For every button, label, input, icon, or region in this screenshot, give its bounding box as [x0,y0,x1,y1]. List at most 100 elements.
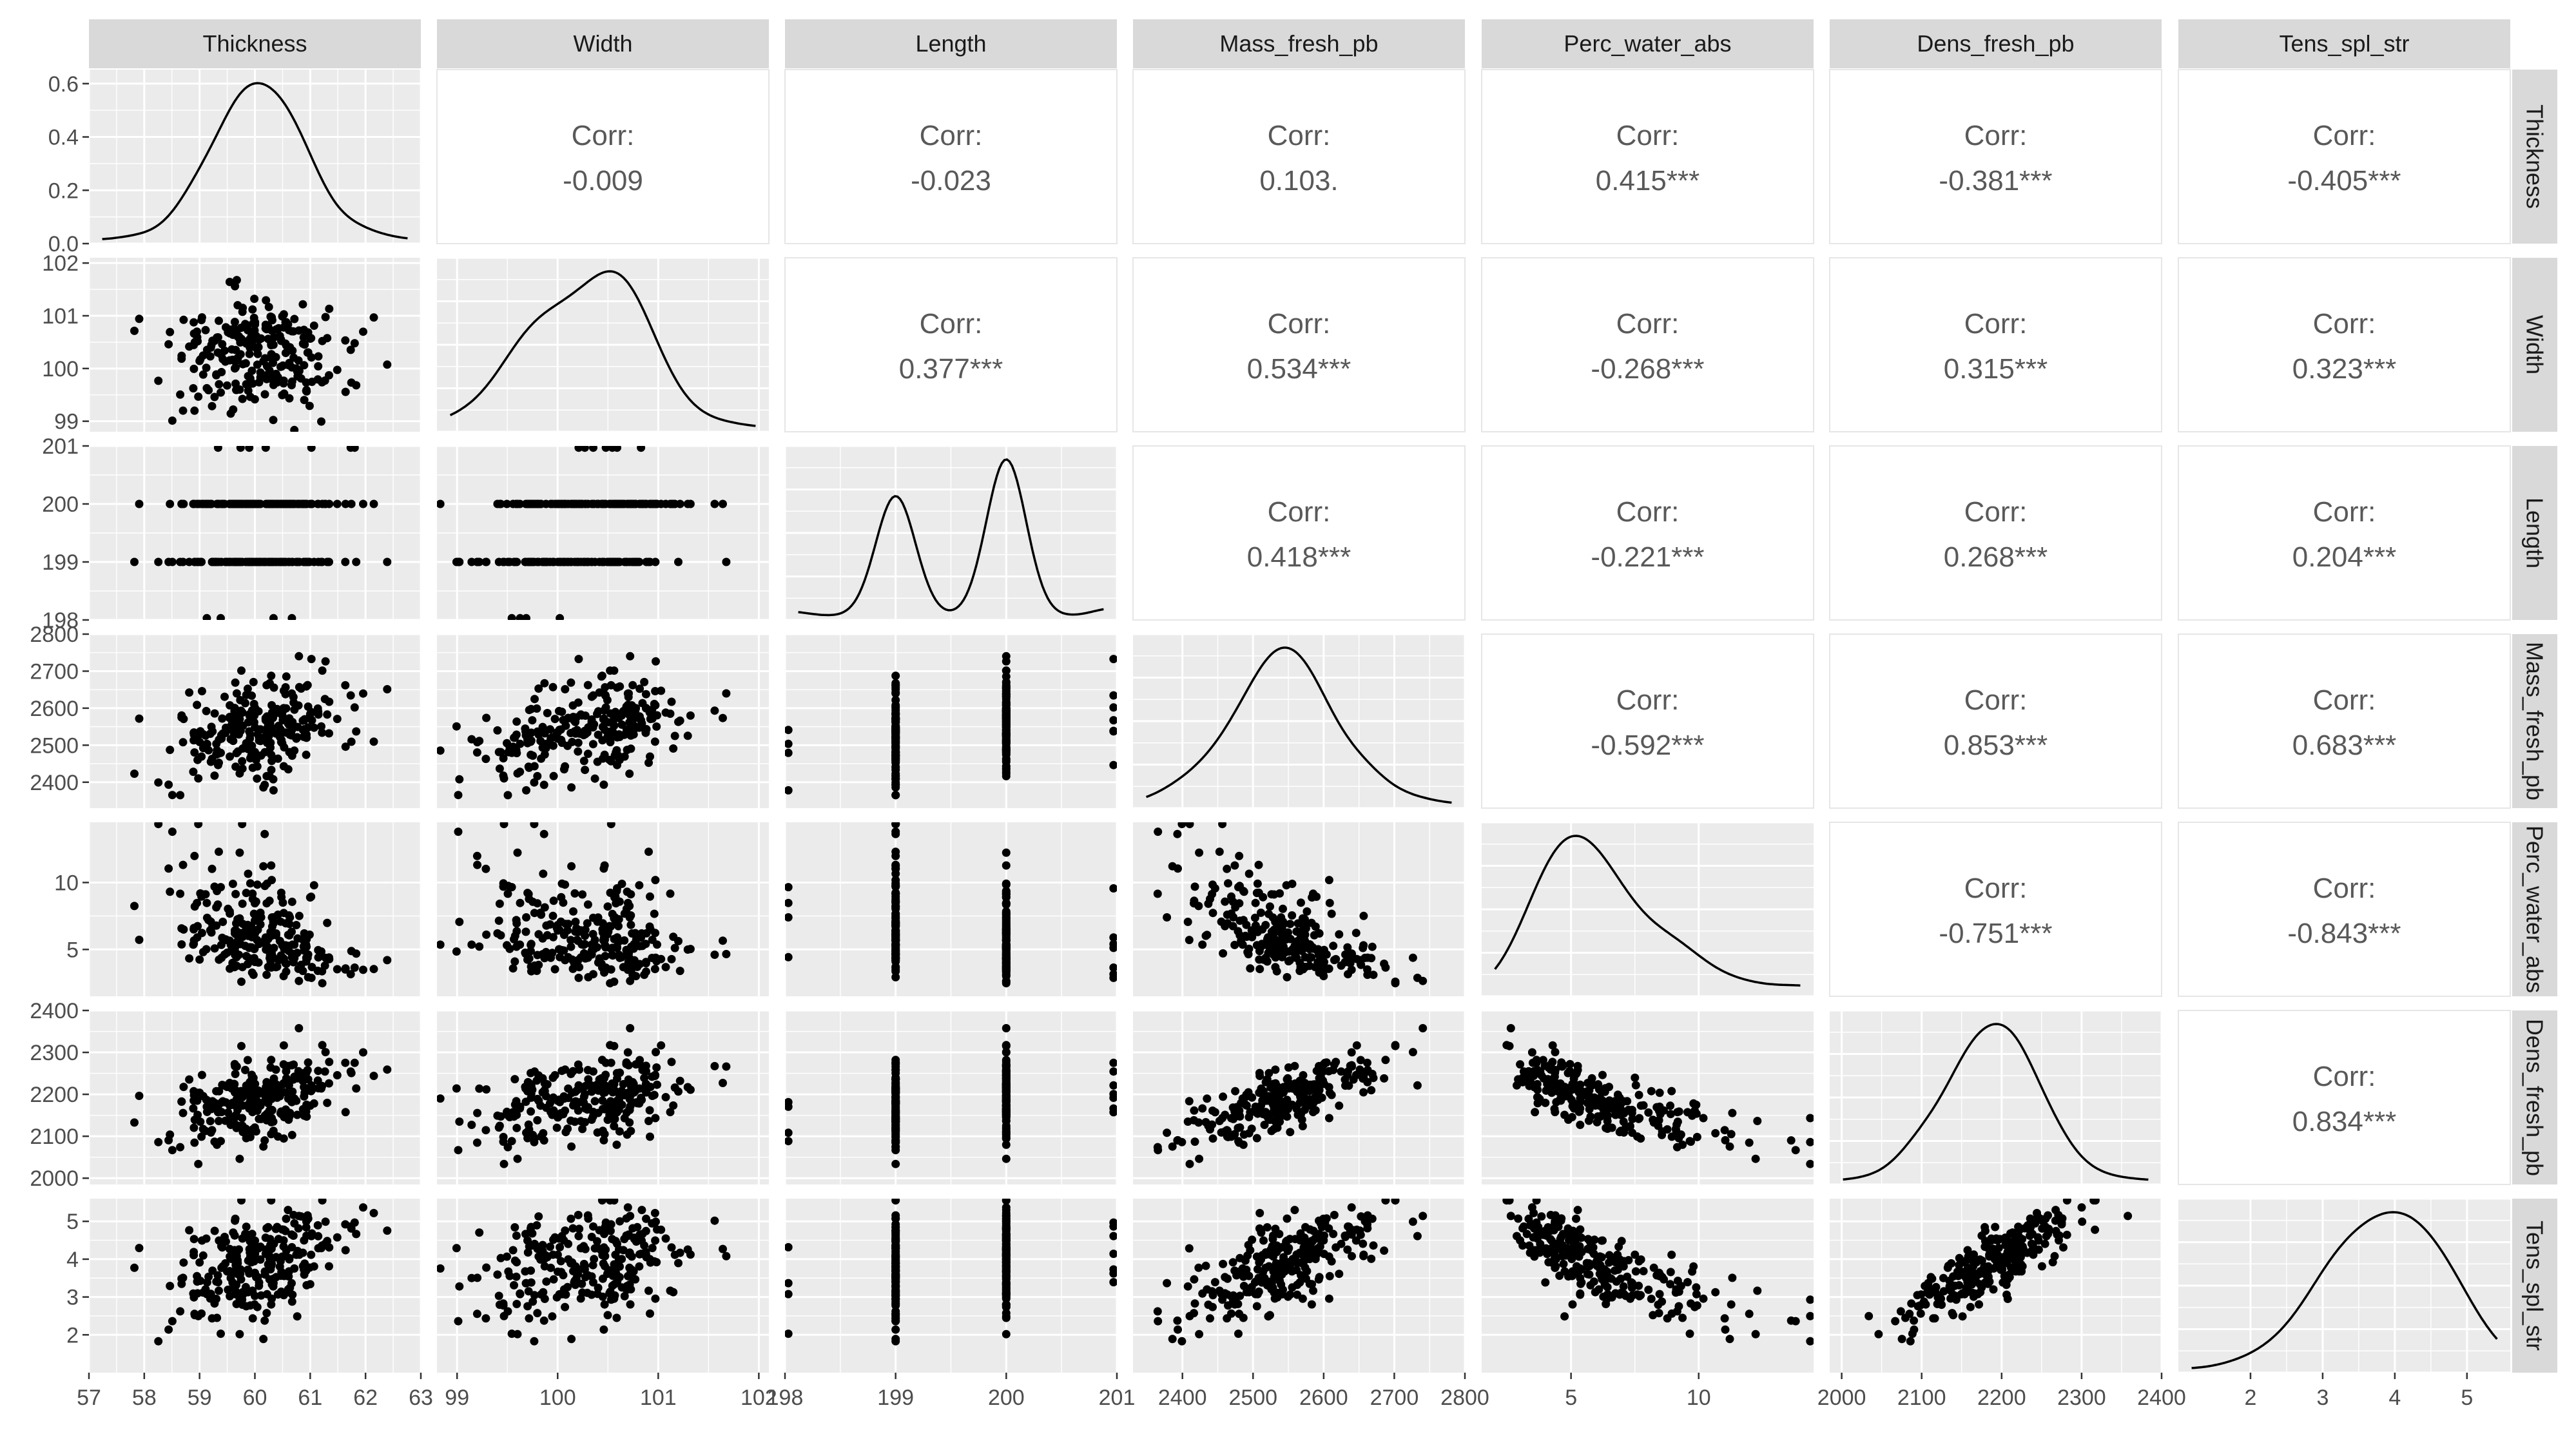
data-point [196,557,205,566]
data-point [197,1070,206,1079]
data-point [189,1248,199,1257]
data-point [612,1313,621,1322]
data-point [1221,897,1230,906]
data-point [206,1117,215,1126]
data-point [318,1241,327,1250]
data-point [300,1270,309,1279]
data-point [577,940,586,949]
data-point [276,335,286,344]
data-point [1347,1048,1356,1057]
data-point [1628,1114,1637,1123]
data-point [1303,1267,1312,1275]
data-point [584,1214,593,1223]
data-point [304,348,313,357]
data-point [482,930,491,939]
data-point [503,791,512,800]
data-point [383,1226,392,1235]
data-point [1597,1086,1606,1095]
data-point [1711,1129,1720,1137]
data-point [650,965,659,974]
data-point [1548,1041,1557,1050]
data-point [1185,822,1194,829]
data-point [296,960,305,969]
data-point [217,1329,225,1338]
data-point [1546,1065,1555,1074]
data-point [238,394,247,403]
data-point [1343,943,1352,952]
data-point [556,1242,565,1251]
data-point [206,1290,215,1299]
data-point [1242,920,1251,929]
data-point [232,927,241,936]
data-point [1227,1132,1235,1141]
data-point [599,1325,608,1334]
data-point [1267,890,1276,899]
data-point [512,919,521,928]
corr-label: Corr: [920,308,983,340]
data-point [891,706,900,715]
data-point [130,557,139,566]
data-point [238,822,247,829]
data-point [314,945,323,954]
data-point [1619,1097,1628,1106]
data-point [552,728,561,737]
data-point [202,614,211,620]
data-point [581,931,590,940]
data-point [1274,1088,1283,1097]
corr-panel [1132,445,1466,621]
data-point [557,739,567,748]
data-point [590,1097,599,1106]
data-point [614,915,623,923]
data-point [549,932,557,942]
data-point [231,379,240,388]
data-point [1244,869,1254,878]
row-strip-label: Thickness [2522,104,2548,209]
data-point [615,953,625,962]
data-point [269,333,278,342]
data-point [304,972,313,981]
data-point [242,952,251,961]
data-point [499,774,508,783]
data-point [1109,1265,1117,1274]
data-point [570,1117,579,1126]
data-point [513,1154,522,1163]
data-point [210,392,219,401]
data-point [232,749,241,758]
data-point [657,686,666,695]
data-point [1002,1263,1011,1272]
data-point [710,951,719,959]
row-strip-label: Length [2522,498,2548,568]
data-point [454,1317,463,1326]
data-point [1344,1081,1353,1090]
data-point [135,1092,144,1100]
data-point [309,881,318,890]
data-point [1320,958,1328,967]
data-point [548,1250,557,1259]
data-point [472,748,481,757]
data-point [1251,921,1260,930]
data-point [1301,1105,1309,1114]
data-point [325,953,333,962]
data-point [891,972,900,981]
data-point [600,1300,609,1309]
data-point [1315,1061,1323,1070]
data-point [347,499,356,508]
data-point [202,1278,211,1287]
data-point [571,1262,580,1271]
row-strip [2512,1199,2557,1373]
data-point [272,325,280,334]
data-point [891,1262,900,1271]
data-point [1290,1206,1299,1215]
data-point [601,1081,610,1090]
data-point [218,340,227,349]
data-point [644,1117,653,1125]
data-point [276,728,286,737]
column-strip-label: Thickness [202,30,307,57]
data-point [262,1077,271,1087]
data-point [213,746,222,755]
data-point [189,1087,199,1096]
corr-panel [1829,69,2162,244]
data-point [213,348,222,357]
data-point [1210,1278,1219,1287]
data-point [561,685,570,693]
